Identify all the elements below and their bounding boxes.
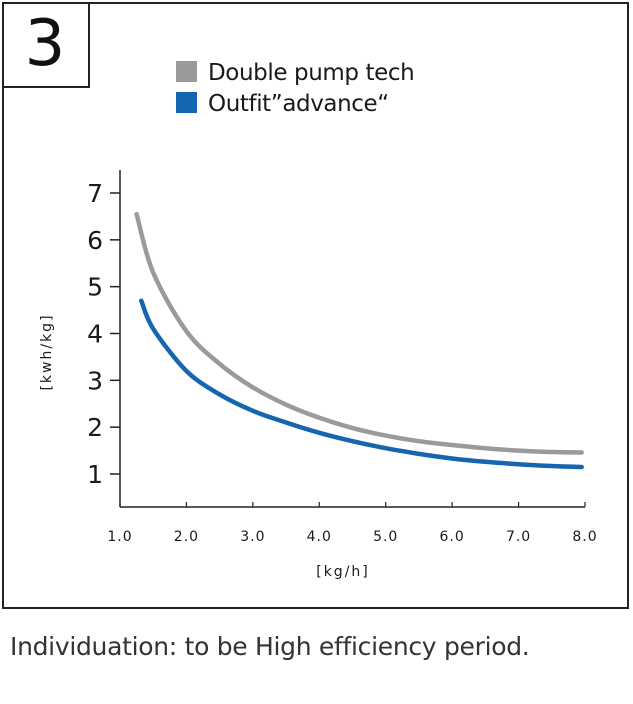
y-tick-label-6: 6 bbox=[87, 226, 103, 255]
y-tick-label-4: 4 bbox=[87, 320, 103, 349]
x-axis-label: [kg/h] bbox=[316, 564, 370, 580]
y-tick-label-2: 2 bbox=[87, 413, 103, 442]
x-tick-label-1.0: 1.0 bbox=[107, 529, 132, 545]
figure-number-badge: 3 bbox=[2, 2, 90, 88]
chart-axes: 1 2 3 4 5 6 7 1.0 2.0 3.0 4.0 5.0 6.0 7.0 8.0 [kg/h] [kw… bbox=[39, 170, 597, 580]
y-axis-label: [kwh/kg] bbox=[39, 313, 55, 390]
y-tick-label-3: 3 bbox=[87, 366, 103, 395]
legend-label-outfit-advance: Outfit”advance“ bbox=[208, 91, 389, 117]
x-tick-label-2.0: 2.0 bbox=[174, 529, 199, 545]
figure-caption: Individuation: to be High efficiency per… bbox=[10, 632, 530, 661]
y-tick-label-1: 1 bbox=[87, 460, 103, 489]
series-layer bbox=[134, 211, 584, 470]
x-tick-label-5.0: 5.0 bbox=[373, 529, 398, 545]
series-line-outfit-advance bbox=[139, 298, 584, 470]
x-tick-label-8.0: 8.0 bbox=[572, 529, 597, 545]
x-tick-label-7.0: 7.0 bbox=[506, 529, 531, 545]
figure-frame bbox=[2, 2, 629, 609]
x-tick-label-4.0: 4.0 bbox=[307, 529, 332, 545]
legend-swatch-outfit-advance bbox=[176, 92, 197, 113]
legend-label-double-pump-tech: Double pump tech bbox=[208, 60, 414, 86]
x-tick-label-3.0: 3.0 bbox=[240, 529, 265, 545]
y-tick-label-7: 7 bbox=[87, 179, 103, 208]
legend: Double pump tech Outfit”advance“ bbox=[176, 60, 415, 117]
legend-swatch-double-pump-tech bbox=[176, 61, 197, 82]
y-tick-label-5: 5 bbox=[87, 273, 103, 302]
series-line-double-pump-tech bbox=[134, 211, 584, 455]
x-tick-label-6.0: 6.0 bbox=[440, 529, 465, 545]
